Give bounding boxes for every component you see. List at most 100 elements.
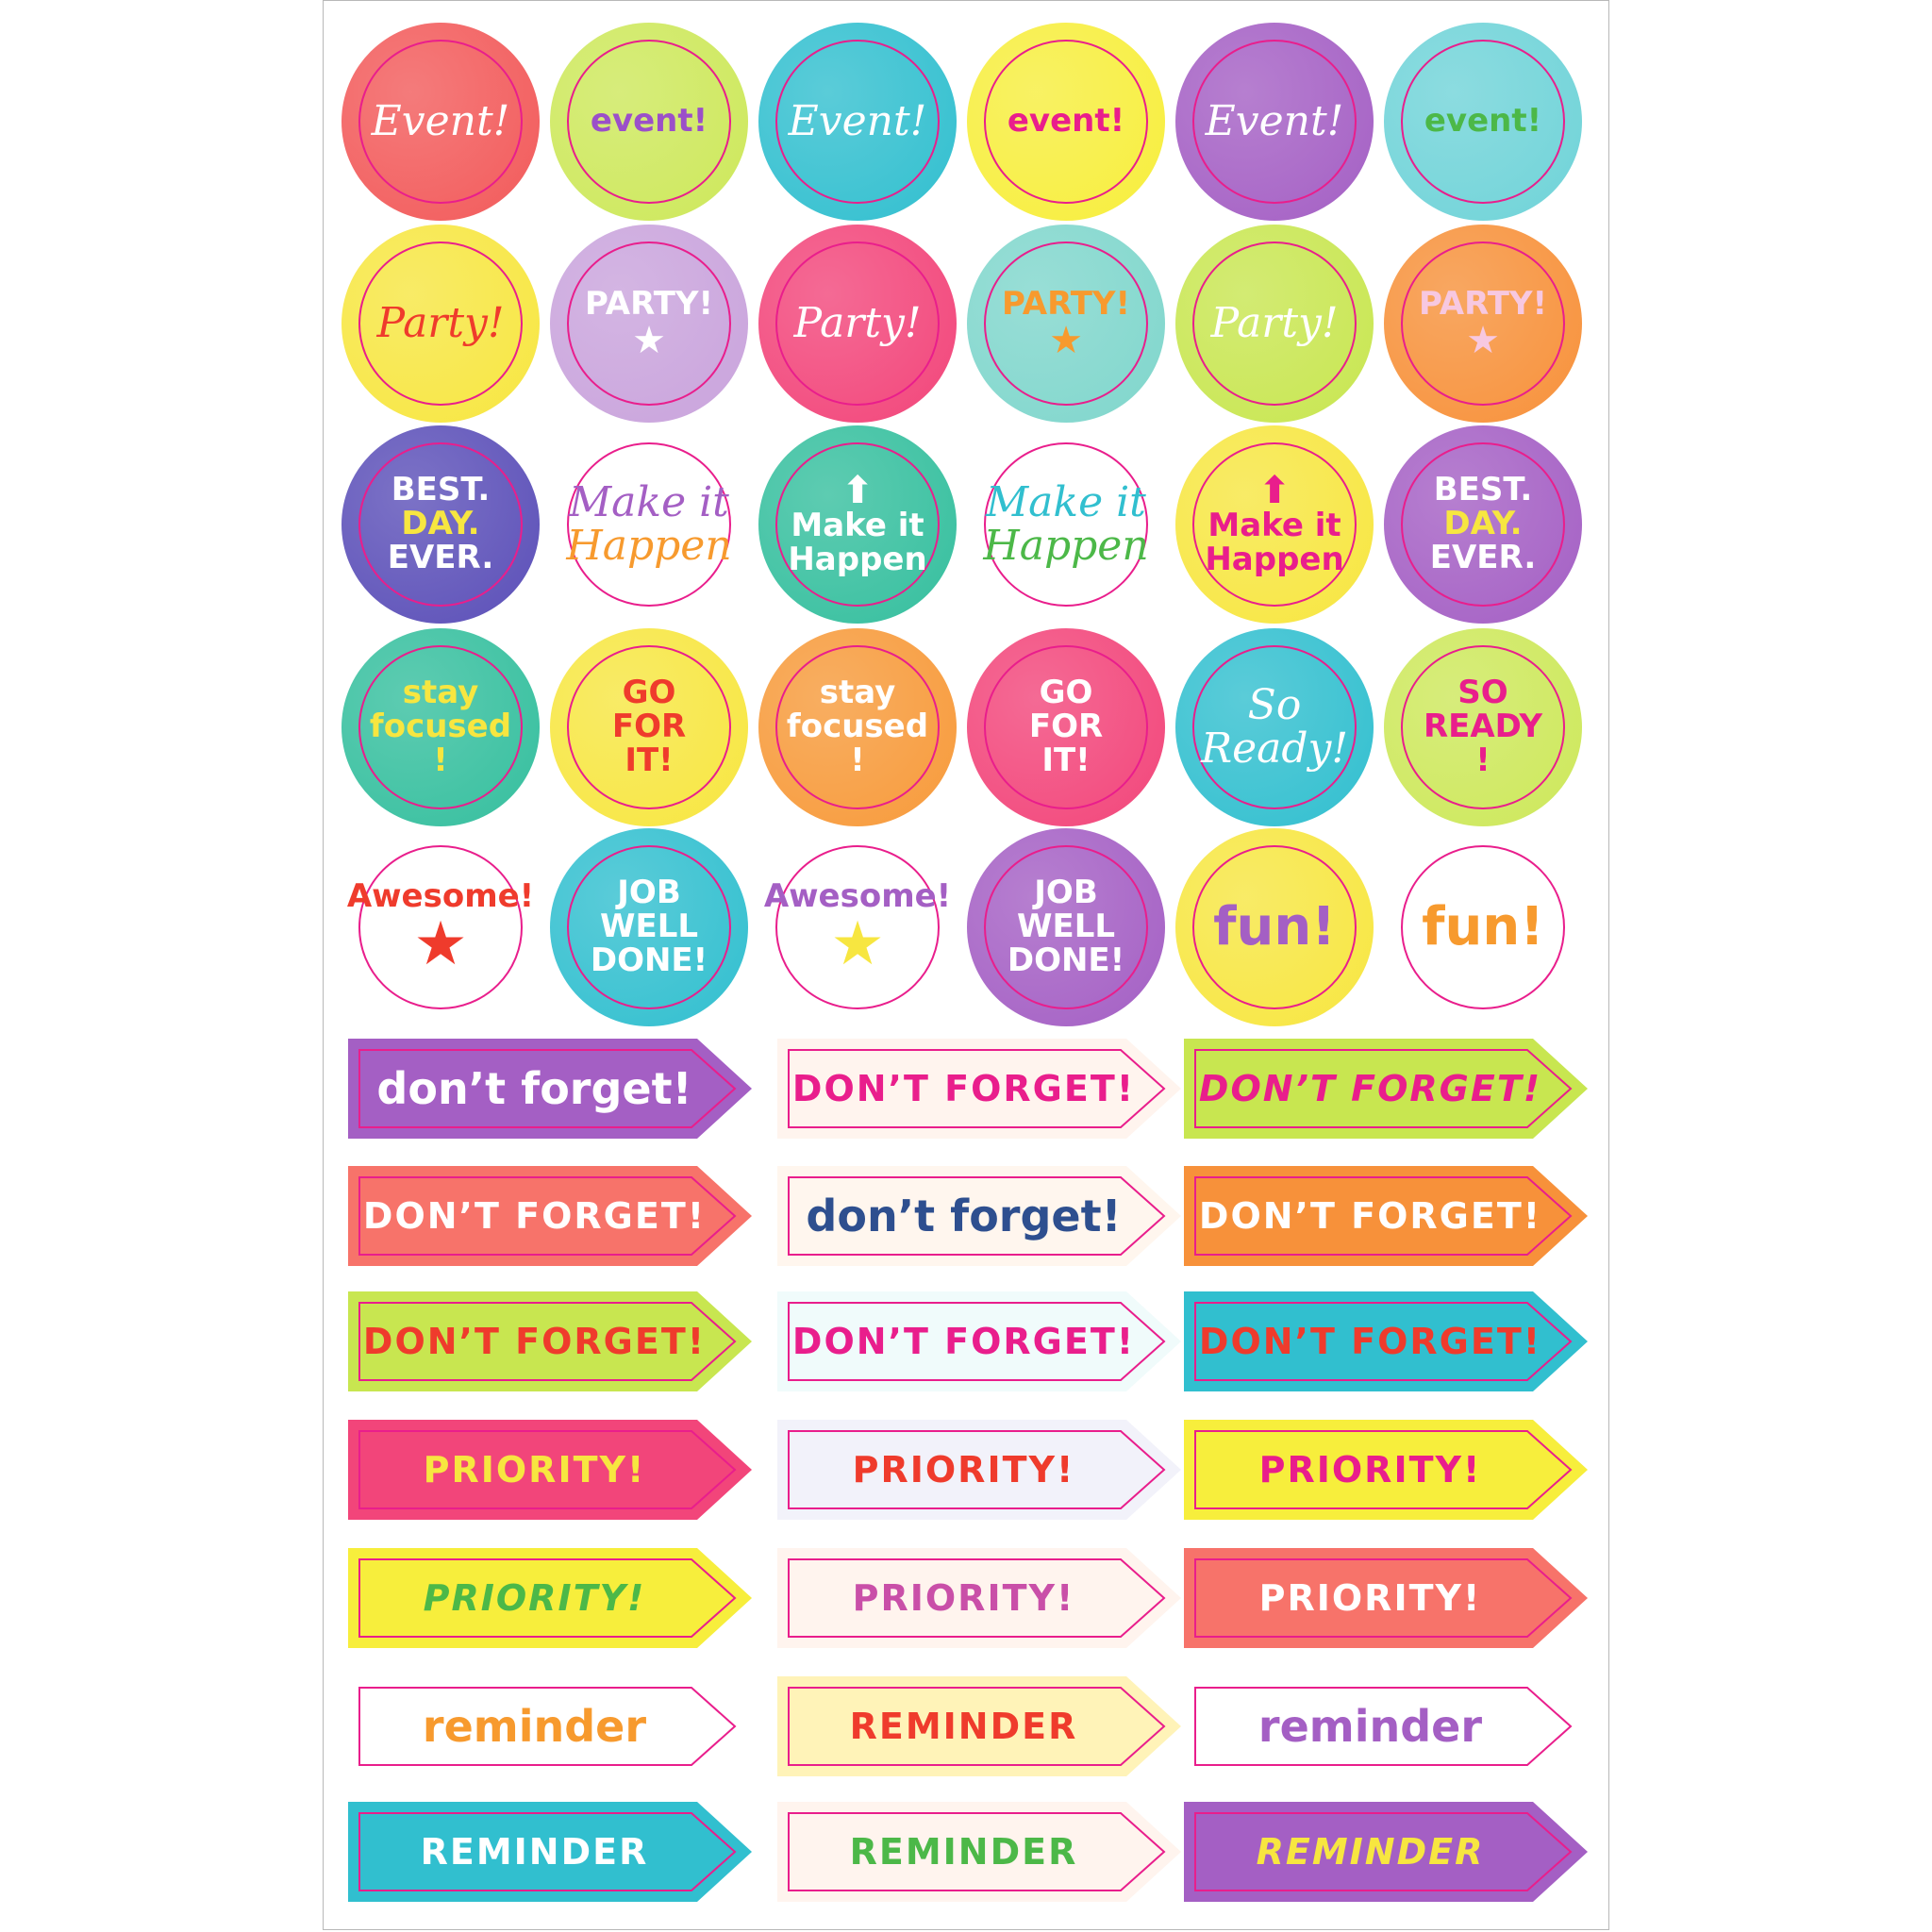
sticker-line: PARTY!	[1418, 285, 1548, 324]
sticker-ring	[567, 242, 731, 406]
banner-text: DON’T FORGET!	[362, 1321, 707, 1362]
banner-text: PRIORITY!	[423, 1449, 646, 1491]
sticker-text: stay focused!	[787, 676, 928, 777]
banner-shape	[1184, 1420, 1588, 1520]
banner-outline	[1194, 1049, 1573, 1128]
arrow-banner-sticker: DON’T FORGET!	[348, 1166, 752, 1266]
sticker-ring	[358, 242, 523, 406]
sticker-ring	[358, 40, 523, 204]
banner-outline	[358, 1430, 737, 1509]
sticker-ring	[567, 645, 731, 809]
banner-shape	[1184, 1039, 1588, 1139]
sticker-ring	[1192, 845, 1357, 1009]
circle-sticker: event!	[1384, 23, 1582, 221]
circle-sticker: ⬆ Make it Happen	[758, 425, 957, 624]
sticker-text: PARTY! ★	[1002, 287, 1130, 362]
banner-text: DON’T FORGET!	[1198, 1321, 1542, 1362]
sticker-line: event!	[1424, 102, 1542, 141]
circle-sticker: ⬆ Make it Happen	[1175, 425, 1374, 624]
banner-text: DON’T FORGET!	[1198, 1068, 1542, 1109]
sticker-ring	[358, 845, 523, 1009]
banner-shape	[777, 1166, 1181, 1266]
banner-shape	[348, 1420, 752, 1520]
banner-shape	[777, 1039, 1181, 1139]
banner-text: PRIORITY!	[852, 1577, 1075, 1619]
banner-text: DON’T FORGET!	[362, 1195, 707, 1237]
banner-outline	[358, 1049, 737, 1128]
sticker-ring	[1192, 645, 1357, 809]
sticker-text: JOB WELL DONE!	[591, 876, 708, 977]
arrow-banner-sticker: DON’T FORGET!	[348, 1291, 752, 1391]
sticker-line: EVER.	[387, 538, 494, 576]
banner-outline	[788, 1176, 1166, 1256]
sticker-ring	[984, 645, 1148, 809]
banner-text: REMINDER	[420, 1831, 649, 1873]
circle-sticker: Awesome! ★	[341, 828, 540, 1026]
banner-text: reminder	[1257, 1701, 1483, 1752]
sticker-line: Party!	[1210, 298, 1339, 347]
circle-sticker: Event!	[341, 23, 540, 221]
sticker-line: So	[1247, 680, 1302, 729]
sticker-line: !	[1475, 741, 1491, 779]
sticker-ring	[1401, 645, 1565, 809]
banner-text: PRIORITY!	[423, 1577, 646, 1619]
sticker-text: So Ready!	[1201, 680, 1348, 771]
sticker-line: WELL	[599, 908, 699, 946]
circle-sticker: PARTY! ★	[550, 225, 748, 423]
sticker-text: event!	[1008, 104, 1124, 139]
banner-outline	[1194, 1430, 1573, 1509]
sticker-text: fun!	[1213, 899, 1336, 956]
sticker-ring	[1401, 40, 1565, 204]
sticker-text: PARTY! ★	[1418, 285, 1548, 358]
sticker-line: fun!	[1422, 895, 1544, 958]
sticker-text: Event!	[372, 99, 510, 143]
circle-sticker: BEST. DAY. EVER.	[341, 425, 540, 624]
sticker-ring	[567, 40, 731, 204]
arrow-banner-sticker: DON’T FORGET!	[777, 1039, 1181, 1139]
circle-sticker: Make it Happen	[967, 425, 1165, 624]
arrow-banner-sticker: DON’T FORGET!	[1184, 1039, 1588, 1139]
sticker-text: GO FOR IT!	[612, 676, 686, 777]
sticker-line: Happen	[983, 522, 1149, 570]
sticker-ring	[358, 442, 523, 607]
banner-outline	[358, 1558, 737, 1638]
sticker-line: Awesome!	[346, 877, 535, 916]
sticker-text: fun!	[1422, 895, 1544, 958]
sticker-ring	[984, 845, 1148, 1009]
circle-sticker: Party!	[341, 225, 540, 423]
star-icon: ★	[1049, 318, 1083, 362]
sticker-sheet: Event! event! Event! event! Event! event! Part…	[323, 0, 1609, 1930]
banner-text: DON’T FORGET!	[791, 1068, 1136, 1109]
banner-outline	[358, 1176, 737, 1256]
sticker-line: WELL	[1016, 908, 1116, 946]
sticker-line: focused	[786, 708, 929, 746]
arrow-banner-sticker: REMINDER	[1184, 1802, 1588, 1902]
sticker-ring	[1192, 40, 1357, 204]
banner-shape	[777, 1420, 1181, 1520]
arrow-banner-sticker: reminder	[348, 1676, 752, 1776]
banner-text: DON’T FORGET!	[1198, 1195, 1542, 1237]
sticker-text: Event!	[789, 99, 927, 143]
sticker-ring	[1192, 442, 1357, 607]
sticker-ring	[984, 442, 1148, 607]
sticker-line: READY	[1423, 708, 1543, 746]
banner-shape	[777, 1548, 1181, 1648]
arrow-banner-sticker: reminder	[1184, 1676, 1588, 1776]
star-icon: ★	[830, 908, 885, 979]
star-icon: ★	[413, 908, 468, 979]
banner-shape	[1184, 1802, 1588, 1902]
sticker-text: event!	[1424, 102, 1542, 141]
banner-text: don’t forget!	[806, 1191, 1122, 1241]
sticker-text: Make it Happen	[983, 480, 1149, 570]
banner-outline	[358, 1687, 737, 1766]
banner-text: don’t forget!	[376, 1063, 692, 1114]
sticker-text: Awesome! ★	[346, 877, 535, 979]
sticker-text: stay focused!	[370, 676, 511, 777]
sticker-line: Party!	[376, 298, 505, 347]
banner-text: DON’T FORGET!	[791, 1321, 1136, 1362]
sticker-ring	[567, 845, 731, 1009]
circle-sticker: Awesome! ★	[758, 828, 957, 1026]
sticker-line: DAY.	[1443, 505, 1523, 543]
banner-shape	[777, 1291, 1181, 1391]
sticker-line: Make it	[791, 507, 924, 545]
